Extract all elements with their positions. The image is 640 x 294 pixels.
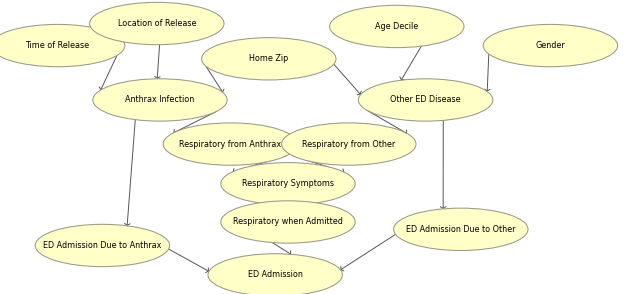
Ellipse shape (483, 24, 618, 67)
Text: Anthrax Infection: Anthrax Infection (125, 96, 195, 104)
Text: ED Admission Due to Anthrax: ED Admission Due to Anthrax (44, 241, 161, 250)
Text: Respiratory from Anthrax: Respiratory from Anthrax (179, 140, 282, 148)
Text: ED Admission Due to Other: ED Admission Due to Other (406, 225, 516, 234)
Text: ED Admission: ED Admission (248, 270, 303, 279)
Ellipse shape (358, 79, 493, 121)
Ellipse shape (163, 123, 298, 165)
Ellipse shape (93, 79, 227, 121)
Text: Respiratory from Other: Respiratory from Other (302, 140, 396, 148)
Ellipse shape (90, 2, 224, 45)
Ellipse shape (221, 201, 355, 243)
Ellipse shape (394, 208, 528, 250)
Text: Other ED Disease: Other ED Disease (390, 96, 461, 104)
Text: Gender: Gender (536, 41, 565, 50)
Ellipse shape (202, 38, 336, 80)
Ellipse shape (0, 24, 125, 67)
Text: Respiratory when Admitted: Respiratory when Admitted (233, 218, 343, 226)
Ellipse shape (35, 224, 170, 267)
Ellipse shape (221, 163, 355, 205)
Text: Location of Release: Location of Release (118, 19, 196, 28)
Ellipse shape (330, 5, 464, 48)
Text: Time of Release: Time of Release (26, 41, 90, 50)
Ellipse shape (282, 123, 416, 165)
Ellipse shape (208, 254, 342, 294)
Text: Respiratory Symptoms: Respiratory Symptoms (242, 179, 334, 188)
Text: Home Zip: Home Zip (249, 54, 289, 63)
Text: Age Decile: Age Decile (375, 22, 419, 31)
